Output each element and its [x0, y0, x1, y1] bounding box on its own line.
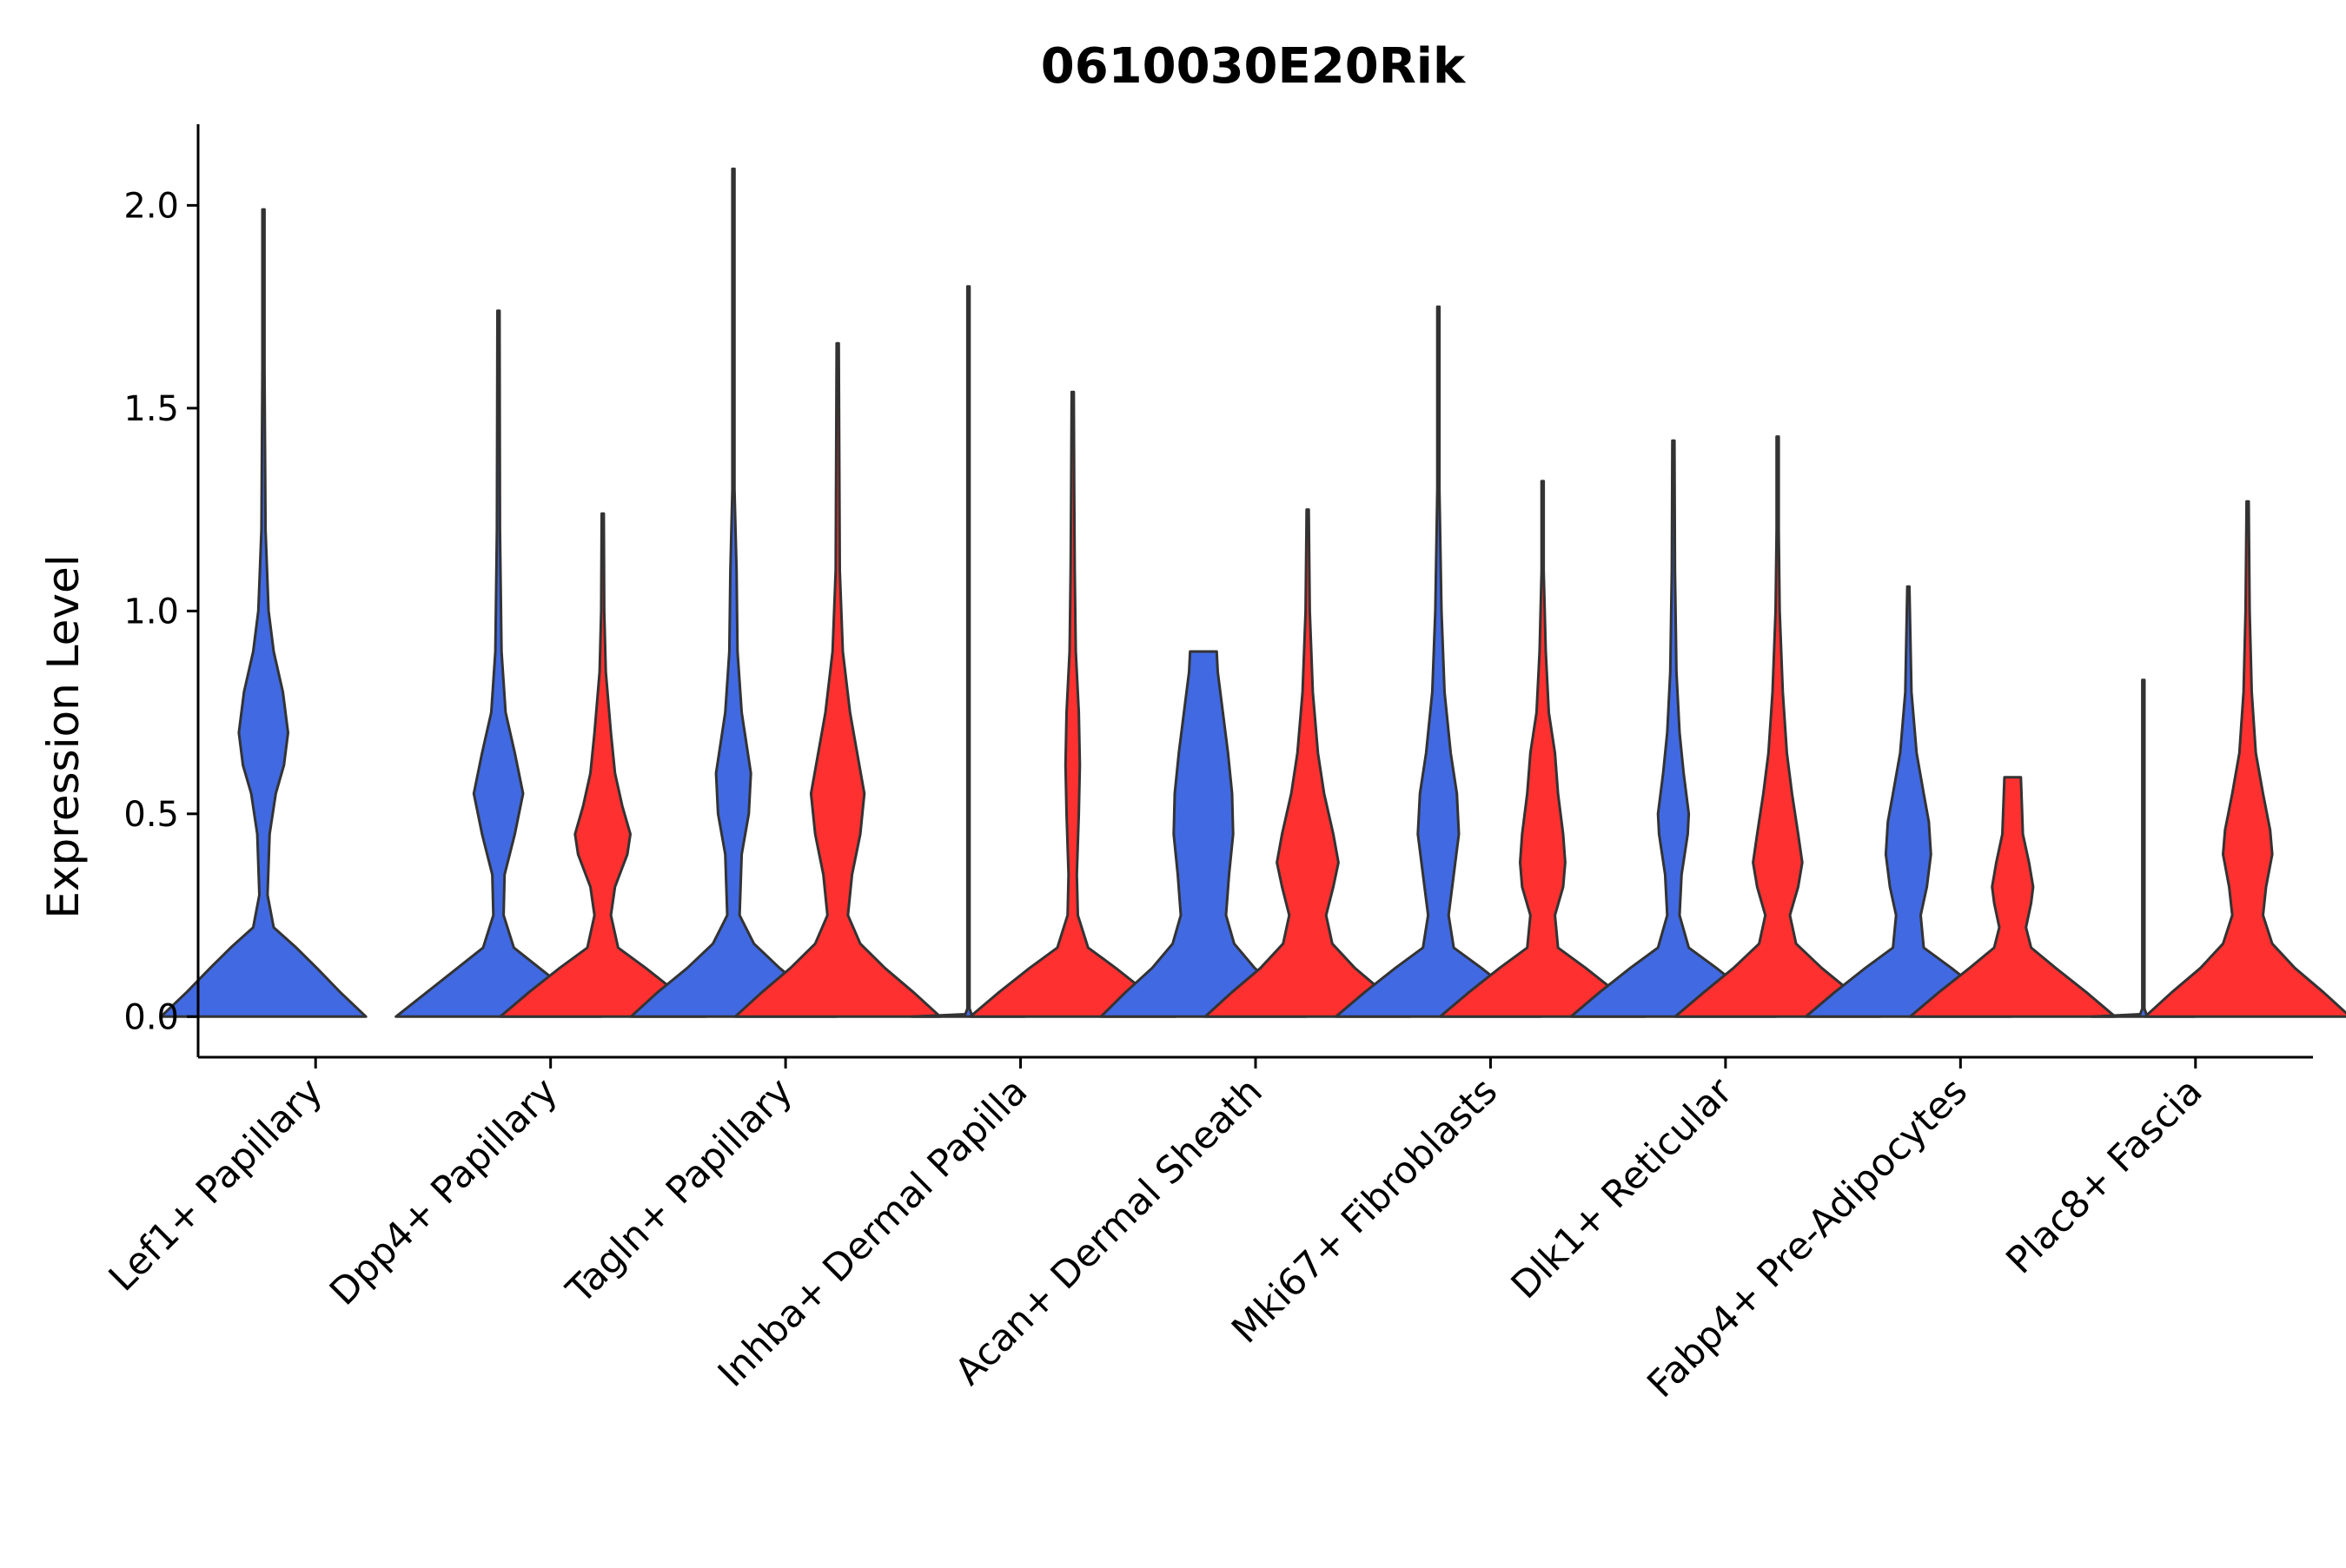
x-tick-label: Lef1+ Papillary	[101, 1069, 331, 1300]
y-tick-label: 0.0	[123, 997, 179, 1037]
violin-blue-4	[1099, 650, 1308, 1018]
violin-red-7	[1908, 776, 2117, 1018]
violin-red-4	[1203, 508, 1412, 1018]
y-tick-label: 2.0	[123, 186, 179, 226]
x-tick-label: Tagln+ Papillary	[558, 1069, 801, 1313]
y-tick-label: 1.0	[123, 592, 179, 632]
x-tick-label: Dlk1+ Reticular	[1503, 1069, 1741, 1307]
violin-red-3	[969, 390, 1177, 1018]
violin-red-6	[1673, 435, 1882, 1018]
x-tick-label: Mki67+ Fibroblasts	[1223, 1069, 1506, 1352]
violin-blue-8	[2091, 678, 2197, 1018]
violin-red-2	[733, 341, 942, 1018]
y-tick-label: 1.5	[123, 389, 179, 429]
violin-red-1	[499, 512, 707, 1018]
violin-blue-7	[1804, 585, 2012, 1018]
x-tick-label: Dpp4+ Papillary	[321, 1069, 566, 1313]
violin-red-8	[2144, 500, 2346, 1018]
violin-blue-0	[159, 208, 368, 1018]
x-tick-label: Plac8+ Fascia	[1998, 1069, 2211, 1282]
violin-blue-3	[911, 285, 1026, 1018]
chart-title: 0610030E20Rik	[1041, 38, 1467, 95]
y-axis-label: Expression Level	[38, 554, 89, 918]
violin-blue-5	[1334, 305, 1542, 1018]
violin-blue-1	[394, 309, 603, 1018]
y-tick-label: 0.5	[123, 795, 179, 835]
violin-red-5	[1438, 480, 1647, 1018]
violin-blue-6	[1569, 439, 1778, 1018]
violins-layer	[159, 167, 2346, 1018]
violin-blue-2	[629, 167, 838, 1018]
